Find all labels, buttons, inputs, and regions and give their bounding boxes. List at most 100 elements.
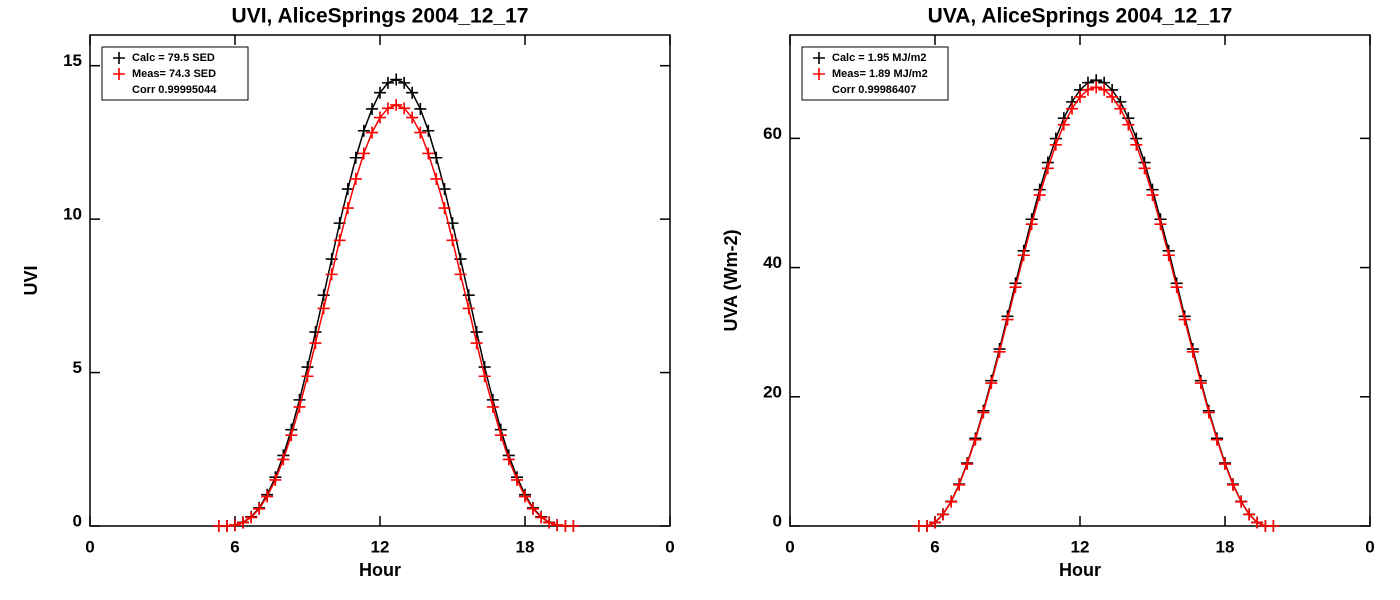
legend-label: Calc = 79.5 SED [132, 52, 215, 64]
x-tick-label: 0 [85, 537, 94, 556]
data-point [381, 76, 394, 89]
y-tick-label: 0 [773, 511, 782, 530]
y-tick-label: 20 [763, 382, 782, 401]
data-point [1170, 281, 1183, 294]
data-point [438, 202, 451, 215]
annotation: Corr 0.99986407 [832, 84, 916, 96]
data-point [1251, 516, 1264, 529]
data-point [551, 519, 564, 532]
data-point [293, 400, 306, 413]
data-point [470, 337, 483, 350]
data-point [929, 516, 941, 529]
y-axis-label: UVA (Wm-2) [721, 230, 741, 332]
data-point [511, 473, 524, 486]
y-tick-label: 40 [763, 253, 782, 272]
data-point [414, 126, 427, 139]
data-point [1162, 249, 1175, 262]
plot-frame [89, 34, 671, 527]
data-point [1186, 345, 1199, 358]
data-point [1057, 118, 1070, 131]
data-point [269, 473, 282, 486]
y-tick-label: 10 [63, 205, 82, 224]
data-point [1138, 162, 1151, 175]
data-point [406, 86, 419, 99]
data-point [1243, 508, 1256, 521]
x-tick-label: 0 [1365, 537, 1374, 556]
data-point [309, 337, 322, 350]
data-point [953, 478, 966, 491]
data-point [543, 516, 556, 529]
data-point [317, 289, 330, 302]
data-point [1146, 189, 1159, 202]
data-point [374, 86, 386, 99]
data-point [406, 111, 419, 124]
x-tick-label: 0 [785, 537, 794, 556]
data-point [993, 345, 1006, 358]
x-axis-label: Hour [1059, 560, 1101, 580]
data-point [325, 268, 338, 281]
data-point [1235, 495, 1248, 508]
legend-label: Meas= 74.3 SED [132, 68, 216, 80]
x-axis-label: Hour [359, 560, 401, 580]
x-tick-label: 18 [1216, 537, 1235, 556]
data-point [1267, 520, 1280, 532]
data-point [253, 502, 266, 515]
data-point [519, 490, 531, 503]
data-point [349, 151, 362, 164]
data-point [285, 429, 298, 442]
data-point [1074, 90, 1086, 103]
data-point [1001, 313, 1014, 326]
x-tick-label: 0 [665, 537, 674, 556]
data-point [1122, 118, 1135, 131]
data-point [969, 433, 982, 446]
data-point [277, 453, 290, 466]
legend-marker [813, 68, 825, 80]
data-point [454, 268, 467, 281]
data-point [236, 516, 249, 529]
data-point [1090, 81, 1103, 94]
data-point [390, 73, 403, 86]
data-point [261, 490, 274, 503]
y-tick-label: 5 [73, 358, 82, 377]
data-point [462, 302, 475, 315]
data-point [317, 302, 330, 315]
y-tick-label: 60 [763, 124, 782, 143]
data-point [567, 520, 580, 532]
data-point [398, 76, 411, 89]
data-point [430, 151, 443, 164]
chart-title: UVI, AliceSprings 2004_12_17 [232, 5, 529, 28]
chart-title: UVA, AliceSprings 2004_12_17 [928, 5, 1233, 28]
y-tick-label: 0 [73, 511, 82, 530]
legend-marker [813, 52, 825, 64]
data-point [1219, 458, 1231, 471]
data-point [422, 124, 435, 137]
data-point [341, 202, 354, 215]
data-point [462, 289, 475, 302]
legend-marker [113, 68, 125, 80]
plot-frame [789, 34, 1371, 527]
series-line [918, 79, 1274, 527]
data-point [309, 326, 322, 339]
x-tick-label: 18 [516, 537, 535, 556]
data-point [390, 98, 403, 111]
data-point [936, 508, 949, 521]
data-point [1202, 406, 1215, 419]
x-tick-label: 6 [230, 537, 239, 556]
data-point [985, 377, 998, 390]
data-point [1130, 138, 1143, 151]
series-line [918, 86, 1274, 527]
data-point [1017, 249, 1030, 262]
data-point [486, 400, 499, 413]
data-point [357, 124, 370, 137]
data-point [1106, 90, 1119, 103]
data-point [414, 102, 427, 115]
data-point [1154, 218, 1167, 231]
data-point [1025, 218, 1038, 231]
data-point [446, 234, 459, 247]
data-point [221, 520, 234, 532]
data-point [381, 102, 394, 115]
data-point [1009, 281, 1022, 294]
data-point [341, 183, 354, 196]
data-point [1041, 162, 1054, 175]
